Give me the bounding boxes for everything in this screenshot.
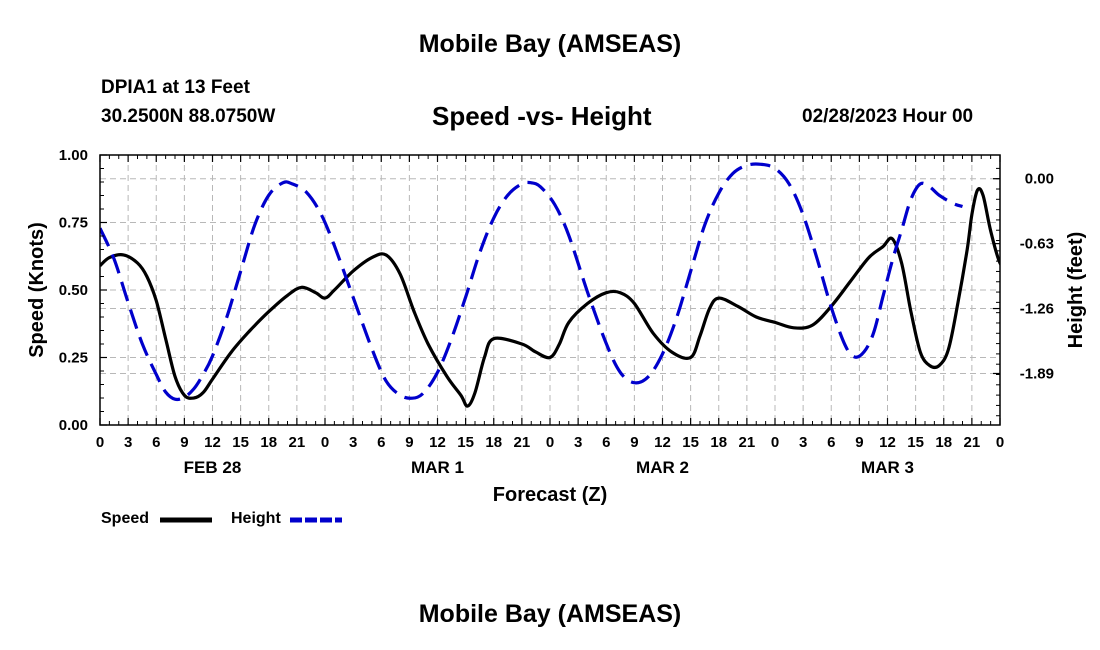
station-name: DPIA1 at 13 Feet xyxy=(101,77,250,98)
grid xyxy=(100,155,1000,425)
x-tick-label: 6 xyxy=(602,434,610,451)
x-tick-label: 0 xyxy=(996,434,1004,451)
legend-speed-label: Speed xyxy=(101,510,150,527)
x-axis-title: Forecast (Z) xyxy=(493,484,607,506)
x-tick-label: 0 xyxy=(771,434,779,451)
left-axis-title: Speed (Knots) xyxy=(26,222,48,358)
series-line-height xyxy=(100,162,963,402)
right-tick-label: -1.89 xyxy=(1020,365,1054,382)
chart-subtitle: Speed -vs- Height xyxy=(432,101,652,131)
run-time: 02/28/2023 Hour 00 xyxy=(802,106,974,127)
x-tick-label: 21 xyxy=(964,434,981,451)
x-tick-label: 6 xyxy=(377,434,385,451)
x-tick-label: 0 xyxy=(96,434,104,451)
x-tick-label: 6 xyxy=(152,434,160,451)
x-tick-label: 21 xyxy=(514,434,531,451)
x-tick-label: 21 xyxy=(739,434,756,451)
x-tick-label: 3 xyxy=(574,434,582,451)
legend-height-label: Height xyxy=(231,510,281,527)
x-tick-label: 15 xyxy=(907,434,924,451)
x-tick-label: 0 xyxy=(546,434,554,451)
main-title: Mobile Bay (AMSEAS) xyxy=(418,30,682,58)
day-label: MAR 1 xyxy=(411,458,464,477)
x-tick-label: 15 xyxy=(457,434,474,451)
x-tick-label: 0 xyxy=(321,434,329,451)
x-tick-label: 21 xyxy=(289,434,306,451)
right-tick-label: -0.63 xyxy=(1020,236,1054,253)
x-tick-label: 3 xyxy=(124,434,132,451)
x-tick-label: 3 xyxy=(799,434,807,451)
left-tick-label: 1.00 xyxy=(59,147,88,164)
series-layer xyxy=(100,162,1000,408)
x-tick-label: 3 xyxy=(349,434,357,451)
plot-frame xyxy=(99,154,1001,426)
right-tick-label: 0.00 xyxy=(1025,171,1054,188)
series-line-speed xyxy=(100,187,1000,408)
x-tick-label: 18 xyxy=(710,434,727,451)
left-tick-label: 0.25 xyxy=(59,350,88,367)
axes: 0 3 6 9 12 15 18 21 0 3 6 9 12 15 18 21 0 3 6 9 12 15 18 21 0 3 6 9… xyxy=(26,147,1087,506)
x-tick-label: 18 xyxy=(260,434,277,451)
x-tick-label: 18 xyxy=(935,434,952,451)
x-tick-label: 18 xyxy=(485,434,502,451)
x-tick-label: 9 xyxy=(855,434,863,451)
x-tick-label: 6 xyxy=(827,434,835,451)
right-axis-title: Height (feet) xyxy=(1065,232,1087,349)
x-tick-label: 12 xyxy=(429,434,446,451)
x-tick-label: 9 xyxy=(405,434,413,451)
x-tick-label: 15 xyxy=(232,434,249,451)
right-tick-label: -1.26 xyxy=(1020,301,1054,318)
x-tick-label: 9 xyxy=(180,434,188,451)
day-label: FEB 28 xyxy=(184,458,242,477)
x-tick-label: 12 xyxy=(204,434,221,451)
left-tick-label: 0.75 xyxy=(59,215,88,232)
x-tick-label: 15 xyxy=(682,434,699,451)
left-tick-label: 0.00 xyxy=(59,417,88,434)
x-tick-label: 9 xyxy=(630,434,638,451)
left-tick-label: 0.50 xyxy=(59,282,88,299)
station-coords: 30.2500N 88.0750W xyxy=(101,106,276,127)
day-label: MAR 2 xyxy=(636,458,689,477)
day-label: MAR 3 xyxy=(861,458,914,477)
footer-title: Mobile Bay (AMSEAS) xyxy=(418,600,682,628)
x-tick-label: 12 xyxy=(654,434,671,451)
x-tick-label: 12 xyxy=(879,434,896,451)
